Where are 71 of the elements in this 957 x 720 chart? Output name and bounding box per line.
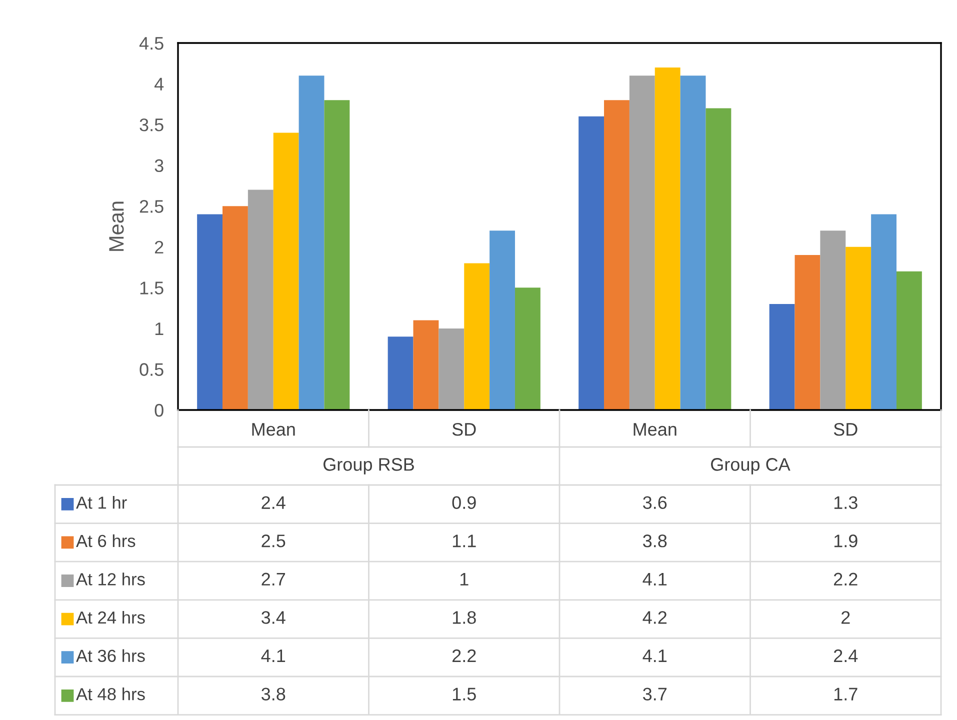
data-label: 3.8 [262, 688, 286, 700]
bar [604, 100, 630, 410]
data-label: 2.2 [452, 649, 476, 662]
bar [706, 108, 732, 410]
bar [490, 230, 515, 410]
bar [438, 328, 464, 410]
y-tick-label: 2 [154, 240, 164, 254]
bar [273, 132, 299, 410]
bar [820, 230, 846, 410]
data-label: 2.4 [262, 496, 286, 509]
data-label: 1.9 [834, 534, 858, 548]
bar [846, 246, 872, 410]
data-label: 1.3 [834, 496, 858, 509]
y-tick-label: 3 [154, 159, 164, 172]
data-label: 3.4 [262, 611, 286, 624]
x-tick-label: SD [834, 422, 858, 436]
y-tick-label: 3.5 [140, 118, 164, 132]
bar [514, 288, 540, 410]
bar [222, 206, 248, 410]
bar [578, 116, 604, 410]
legend-label: At 36 hrs [76, 649, 145, 662]
bar [388, 336, 414, 410]
legend-label: At 1 hr [76, 496, 127, 509]
y-tick-label: 4.5 [139, 37, 164, 50]
legend-label: At 24 hrs [76, 610, 145, 624]
legend-label: At 6 hrs [76, 534, 136, 548]
y-tick-label: 4 [154, 78, 164, 90]
data-label: 1.1 [452, 534, 476, 548]
data-label: 1 [460, 572, 468, 586]
data-label: 2.4 [834, 649, 858, 662]
data-label: 1.8 [452, 611, 476, 624]
data-label: 3.7 [643, 688, 667, 700]
bar [324, 100, 350, 410]
bar [769, 304, 795, 410]
y-tick-label: 0 [154, 404, 164, 417]
bar [413, 320, 439, 410]
data-label: 4.1 [642, 650, 667, 662]
legend-label: At 48 hrs [76, 688, 145, 700]
x-tick-label: SD [452, 422, 476, 436]
y-tick-label: 1.5 [140, 282, 164, 294]
x-tick-label: Mean [252, 423, 295, 436]
bar [680, 76, 706, 410]
data-label: 3.8 [643, 534, 667, 548]
bar [464, 263, 490, 410]
data-label: 0.9 [452, 496, 476, 509]
data-label: 2 [842, 611, 850, 624]
data-label: 2.7 [262, 572, 286, 586]
x-tick-label: Mean [634, 423, 676, 436]
bar [871, 214, 896, 410]
bar [654, 67, 680, 410]
data-label: 3.6 [643, 496, 667, 509]
bar [298, 76, 324, 410]
data-label: 2.2 [834, 572, 858, 586]
text: Group CA [711, 458, 790, 474]
data-label: 1.5 [452, 688, 476, 700]
data-label: 4.1 [261, 650, 286, 662]
data-label: 4.2 [642, 611, 667, 624]
bar [896, 271, 922, 410]
bar [794, 255, 820, 410]
text: Group RSB [324, 458, 414, 474]
y-tick-label: 2.5 [140, 200, 164, 213]
data-label: 4.1 [642, 572, 667, 586]
data-label: 1.7 [834, 688, 858, 700]
legend-label: At 12 hrs [76, 572, 145, 586]
bar [197, 214, 223, 410]
y-axis-title: Mean [109, 202, 124, 251]
y-tick-label: 0.5 [140, 363, 164, 376]
data-label: 2.5 [262, 534, 286, 548]
y-tick-label: 1 [155, 322, 164, 335]
bar [248, 190, 274, 410]
bar [629, 76, 655, 410]
